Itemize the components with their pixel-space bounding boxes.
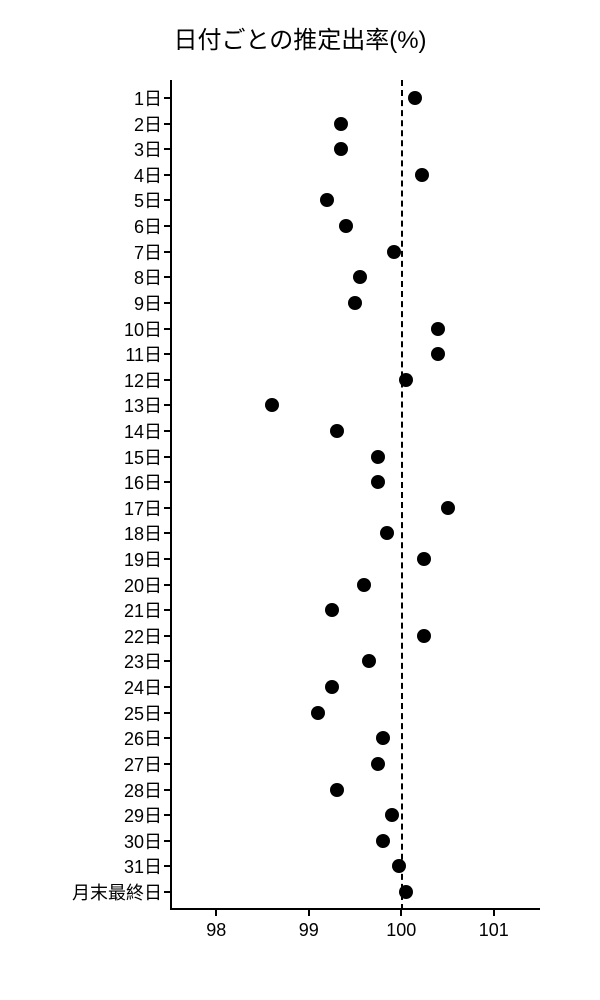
y-tick-label: 26日 — [124, 725, 170, 751]
data-point — [325, 680, 339, 694]
data-point — [415, 168, 429, 182]
data-point — [431, 322, 445, 336]
y-tick-label: 1日 — [134, 85, 170, 111]
y-tick-label: 22日 — [124, 623, 170, 649]
data-point — [441, 501, 455, 515]
y-tick-label: 10日 — [124, 316, 170, 342]
y-tick-label: 17日 — [124, 495, 170, 521]
data-point — [362, 654, 376, 668]
y-tick-label: 6日 — [134, 213, 170, 239]
data-point — [376, 834, 390, 848]
data-point — [357, 578, 371, 592]
x-tick-label: 98 — [206, 910, 226, 941]
data-point — [387, 245, 401, 259]
y-tick-label: 12日 — [124, 367, 170, 393]
data-point — [392, 859, 406, 873]
y-tick-label: 31日 — [124, 853, 170, 879]
chart-container: 日付ごとの推定出率(%) 1日2日3日4日5日6日7日8日9日10日11日12日… — [0, 0, 600, 1000]
x-tick-label: 100 — [386, 910, 416, 941]
x-tick-label: 101 — [479, 910, 509, 941]
y-tick-label: 20日 — [124, 572, 170, 598]
data-point — [417, 629, 431, 643]
data-point — [408, 91, 422, 105]
y-tick-label: 9日 — [134, 290, 170, 316]
y-tick-label: 月末最終日 — [72, 879, 170, 905]
data-point — [353, 270, 367, 284]
data-point — [399, 885, 413, 899]
data-point — [371, 757, 385, 771]
y-tick-label: 5日 — [134, 187, 170, 213]
x-tick-label: 99 — [299, 910, 319, 941]
data-point — [371, 450, 385, 464]
y-tick-label: 2日 — [134, 111, 170, 137]
y-tick-label: 27日 — [124, 751, 170, 777]
data-point — [334, 142, 348, 156]
data-point — [311, 706, 325, 720]
y-tick-label: 18日 — [124, 520, 170, 546]
data-point — [348, 296, 362, 310]
data-point — [399, 373, 413, 387]
y-tick-label: 30日 — [124, 828, 170, 854]
y-tick-label: 4日 — [134, 162, 170, 188]
y-tick-label: 24日 — [124, 674, 170, 700]
y-tick-label: 29日 — [124, 802, 170, 828]
y-tick-label: 8日 — [134, 264, 170, 290]
chart-title: 日付ごとの推定出率(%) — [0, 20, 600, 55]
data-point — [380, 526, 394, 540]
data-point — [325, 603, 339, 617]
y-tick-label: 11日 — [125, 341, 170, 367]
y-axis-line — [170, 80, 172, 910]
y-tick-label: 13日 — [124, 392, 170, 418]
y-tick-label: 16日 — [124, 469, 170, 495]
plot-area: 1日2日3日4日5日6日7日8日9日10日11日12日13日14日15日16日1… — [170, 80, 540, 910]
data-point — [265, 398, 279, 412]
y-tick-label: 25日 — [124, 700, 170, 726]
y-tick-label: 23日 — [124, 648, 170, 674]
data-point — [339, 219, 353, 233]
y-tick-label: 21日 — [124, 597, 170, 623]
data-point — [330, 424, 344, 438]
y-tick-label: 28日 — [124, 777, 170, 803]
data-point — [334, 117, 348, 131]
y-tick-label: 3日 — [134, 136, 170, 162]
data-point — [320, 193, 334, 207]
data-point — [330, 783, 344, 797]
data-point — [385, 808, 399, 822]
data-point — [431, 347, 445, 361]
data-point — [371, 475, 385, 489]
y-tick-label: 7日 — [134, 239, 170, 265]
reference-line — [401, 80, 403, 910]
y-tick-label: 15日 — [124, 444, 170, 470]
data-point — [417, 552, 431, 566]
y-tick-label: 19日 — [124, 546, 170, 572]
y-tick-label: 14日 — [124, 418, 170, 444]
data-point — [376, 731, 390, 745]
